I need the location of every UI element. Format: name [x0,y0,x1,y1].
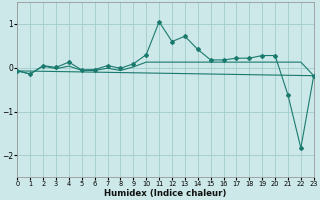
X-axis label: Humidex (Indice chaleur): Humidex (Indice chaleur) [104,189,227,198]
